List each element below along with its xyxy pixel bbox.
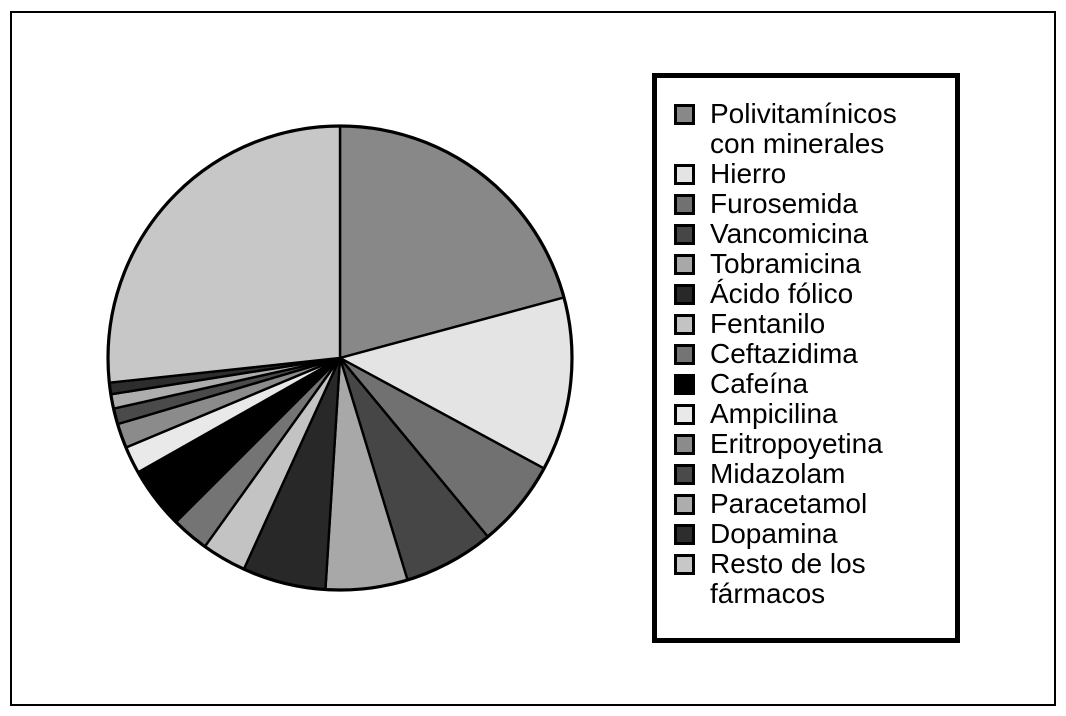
legend-item: Polivitamínicos con minerales [674,99,947,159]
legend-item-label: Hierro [710,158,787,189]
legend-item: Resto de los fármacos [674,549,947,609]
legend-item-label: Cafeína [710,368,809,399]
legend-item-label: Fentanilo [710,308,826,339]
legend-swatch-icon [674,554,695,575]
legend-swatch-icon [674,254,695,275]
legend-item-label: Ácido fólico [710,278,854,309]
legend-item: Eritropoyetina [674,429,947,459]
legend-swatch-icon [674,314,695,335]
legend-item: Tobramicina [674,249,947,279]
pie-outline [106,124,574,592]
legend-item-label: Ceftazidima [710,338,858,369]
legend-item: Ampicilina [674,399,947,429]
legend-swatch-icon [674,104,695,125]
legend-swatch-icon [674,224,695,245]
legend-item: Furosemida [674,189,947,219]
legend-item: Paracetamol [674,489,947,519]
legend-swatch-icon [674,524,695,545]
legend-swatch-icon [674,284,695,305]
legend-swatch-icon [674,164,695,185]
legend-swatch-icon [674,344,695,365]
legend-item-label: Polivitamínicos con minerales [710,98,897,159]
pie-slice [106,124,342,384]
legend-swatch-icon [674,404,695,425]
legend-items: Polivitamínicos con minerales Hierro Fur… [674,99,947,609]
legend-swatch-icon [674,464,695,485]
legend-item-label: Eritropoyetina [710,428,883,459]
legend-item-label: Dopamina [710,518,838,549]
legend-item: Ácido fólico [674,279,947,309]
legend-item-label: Resto de los fármacos [710,548,866,609]
legend-swatch-icon [674,494,695,515]
legend-item: Cafeína [674,369,947,399]
legend-item-label: Ampicilina [710,398,838,429]
legend-item: Fentanilo [674,309,947,339]
legend-item-label: Midazolam [710,458,846,489]
legend-item-label: Vancomicina [710,218,869,249]
legend-swatch-icon [674,434,695,455]
legend-item: Dopamina [674,519,947,549]
legend-item: Ceftazidima [674,339,947,369]
legend-item: Vancomicina [674,219,947,249]
legend-item-label: Tobramicina [710,248,861,279]
legend-swatch-icon [674,374,695,395]
legend-item: Hierro [674,159,947,189]
legend-box: Polivitamínicos con minerales Hierro Fur… [652,73,960,643]
legend-item-label: Furosemida [710,188,858,219]
legend-item-label: Paracetamol [710,488,868,519]
legend-swatch-icon [674,194,695,215]
legend-item: Midazolam [674,459,947,489]
